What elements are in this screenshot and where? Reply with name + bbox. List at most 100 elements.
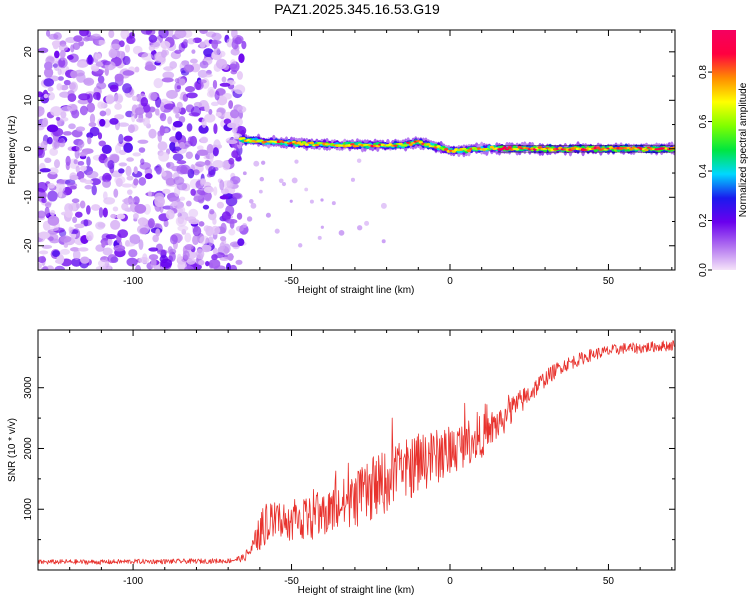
ridge-segment <box>355 145 360 148</box>
noise-blob <box>211 39 219 50</box>
noise-blob <box>73 35 83 42</box>
noise-blob <box>126 257 138 267</box>
noise-blob <box>208 108 213 115</box>
spectrogram-frame <box>37 29 676 271</box>
ridge-segment <box>644 148 649 152</box>
noise-blob <box>231 150 239 159</box>
noise-blob <box>113 244 126 252</box>
noise-blob <box>131 95 138 102</box>
noise-blob <box>174 30 187 39</box>
noise-blob <box>126 175 134 181</box>
colorbar-gradient <box>712 30 736 270</box>
noise-blob <box>74 223 85 229</box>
noise-blob <box>79 105 88 116</box>
noise-blob <box>136 117 146 123</box>
ridge-segment <box>504 148 510 151</box>
noise-blob <box>162 188 171 194</box>
noise-blob <box>172 106 179 115</box>
noise-blob <box>114 103 122 110</box>
noise-blob <box>128 249 138 258</box>
noise-blob <box>163 219 169 228</box>
noise-blob <box>159 112 167 122</box>
noise-blob <box>58 187 63 198</box>
noise-blob <box>173 146 182 151</box>
scatter-blob <box>260 160 266 165</box>
noise-blob <box>226 180 234 189</box>
noise-blob <box>112 206 119 212</box>
noise-blob <box>67 93 77 102</box>
x-tick-label: -100 <box>123 576 143 587</box>
colorbar-tick-label: 0.6 <box>698 114 709 128</box>
noise-blob <box>102 247 113 256</box>
noise-blob <box>208 258 221 269</box>
noise-blob <box>140 158 145 165</box>
scatter-blob <box>253 160 260 167</box>
noise-blob <box>85 231 94 242</box>
noise-blob <box>160 49 167 58</box>
noise-blob <box>206 143 214 154</box>
scatter-blob <box>309 199 314 204</box>
noise-blob <box>110 43 121 50</box>
noise-blob <box>190 188 196 196</box>
noise-blob <box>48 236 54 241</box>
noise-blob <box>188 208 199 218</box>
noise-blob <box>234 36 242 45</box>
noise-blob <box>73 159 78 165</box>
noise-blob <box>116 50 125 59</box>
scatter-blob <box>278 178 284 184</box>
scatter-blob <box>265 212 271 218</box>
ridge-segment <box>302 141 307 144</box>
noise-blob <box>215 111 222 117</box>
noise-blob <box>123 142 133 153</box>
ridge-segment <box>487 148 492 151</box>
noise-blob <box>185 86 196 93</box>
noise-blob <box>98 140 107 147</box>
noise-blob <box>161 77 174 83</box>
ridge-segment <box>443 148 449 151</box>
noise-blob <box>216 58 228 70</box>
noise-blob <box>226 38 233 48</box>
noise-blob <box>202 204 210 210</box>
scatter-blob <box>331 201 336 206</box>
noise-blob <box>167 246 173 255</box>
noise-blob <box>43 67 54 78</box>
spectrogram-y-axis-label: Frequency (Hz) <box>7 116 18 185</box>
noise-blob <box>101 241 106 248</box>
noise-blob <box>101 144 112 155</box>
noise-blob <box>212 248 218 254</box>
noise-blob <box>79 200 86 209</box>
noise-blob <box>39 168 51 173</box>
noise-blob <box>219 195 229 200</box>
noise-blob <box>140 97 149 107</box>
noise-blob <box>79 151 88 156</box>
ridge-segment <box>436 145 441 148</box>
noise-blob <box>188 112 200 117</box>
noise-blob <box>47 190 58 202</box>
scatter-blob <box>291 177 298 184</box>
scatter-blob <box>258 189 263 194</box>
noise-blob <box>210 101 219 107</box>
noise-blob <box>98 207 104 218</box>
ridge-segment <box>426 143 431 146</box>
noise-blob <box>72 216 78 224</box>
scatter-blob <box>274 228 280 234</box>
scatter-blob <box>381 239 386 244</box>
noise-blob <box>219 235 227 242</box>
noise-blob <box>196 149 209 156</box>
ridge-segment <box>314 143 320 147</box>
noise-blob <box>219 242 226 251</box>
noise-blob <box>118 133 124 145</box>
noise-blob <box>39 250 49 255</box>
noise-blob <box>198 259 205 266</box>
ridge-segment <box>405 141 411 144</box>
noise-blob <box>91 184 97 196</box>
noise-blob <box>132 152 142 157</box>
noise-blob <box>222 160 231 171</box>
noise-blob <box>66 182 78 189</box>
noise-blob <box>64 203 73 214</box>
noise-blob <box>220 188 230 195</box>
noise-blob <box>227 253 234 261</box>
noise-blob <box>195 248 205 260</box>
noise-blob <box>211 254 218 261</box>
scatter-blob <box>289 199 293 203</box>
